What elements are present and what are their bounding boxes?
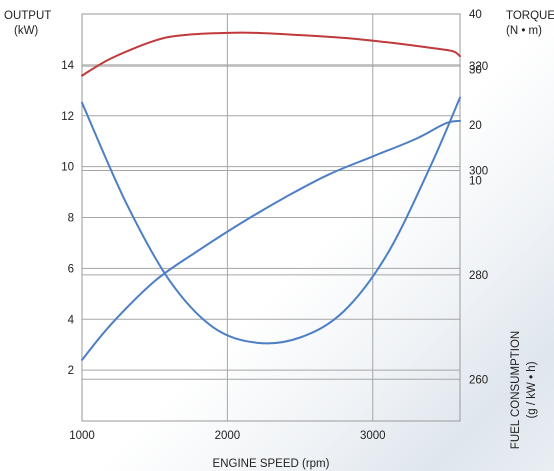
fuel-tick-label-280: 280 xyxy=(469,270,488,282)
x-tick-label-3000: 3000 xyxy=(360,430,386,442)
output-tick-label-6: 6 xyxy=(68,263,74,275)
plot-frame xyxy=(81,13,461,422)
output-tick-label-14: 14 xyxy=(61,60,74,72)
fuel-tick-label-260: 260 xyxy=(469,374,488,386)
x-axis-title: ENGINE SPEED (rpm) xyxy=(213,458,330,470)
torque-tick-label-40: 40 xyxy=(469,9,482,21)
fuel-tick-label-300: 300 xyxy=(469,166,488,178)
output-tick-label-4: 4 xyxy=(68,314,75,326)
output-tick-label-8: 8 xyxy=(68,213,74,225)
output-tick-label-12: 12 xyxy=(61,111,74,123)
x-tick-label-2000: 2000 xyxy=(215,430,241,442)
curves xyxy=(81,31,461,361)
tick-labels: 1000 2000 3000 2 4 6 8 10 12 14 10 20 30 40 260 280 300 3… xyxy=(61,9,488,442)
torque-tick-label-10: 10 xyxy=(469,176,482,188)
torque-axis-title-line2: (N • m) xyxy=(506,25,542,37)
output-axis-title-line1: OUTPUT xyxy=(4,10,51,22)
output-tick-label-10: 10 xyxy=(61,162,74,174)
torque-curve xyxy=(81,31,461,77)
fuel-axis-title-line2: (g / kW • h) xyxy=(526,361,538,418)
fuel-tick-label-320: 320 xyxy=(469,61,488,73)
output-axis-title-line2: (kW) xyxy=(14,25,38,37)
torque-axis-title-line1: TORQUE xyxy=(506,10,554,22)
fuel-curve xyxy=(81,96,461,345)
output-tick-label-2: 2 xyxy=(68,365,74,377)
torque-tick-label-20: 20 xyxy=(469,120,482,132)
x-tick-label-1000: 1000 xyxy=(69,430,95,442)
grid-lines xyxy=(81,14,460,421)
output-curve xyxy=(81,119,461,361)
torque-tick-label-30: 30 xyxy=(469,65,482,77)
fuel-axis-title-line1: FUEL CONSUMPTION xyxy=(510,331,522,449)
